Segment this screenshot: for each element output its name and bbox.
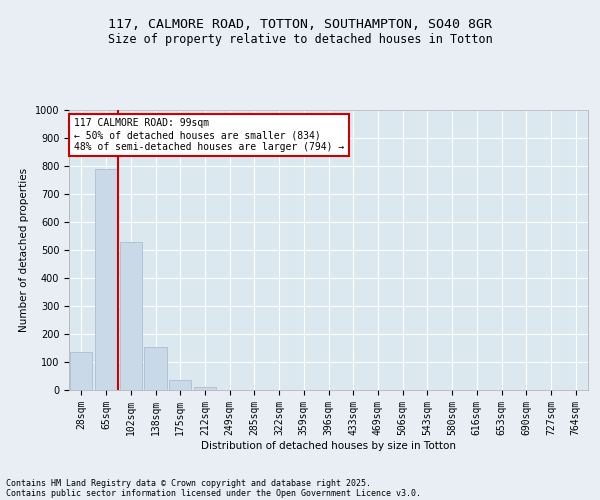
Text: Contains public sector information licensed under the Open Government Licence v3: Contains public sector information licen… <box>6 488 421 498</box>
Bar <box>119 242 142 390</box>
Text: Size of property relative to detached houses in Totton: Size of property relative to detached ho… <box>107 32 493 46</box>
X-axis label: Distribution of detached houses by size in Totton: Distribution of detached houses by size … <box>201 440 456 450</box>
Text: Contains HM Land Registry data © Crown copyright and database right 2025.: Contains HM Land Registry data © Crown c… <box>6 478 371 488</box>
Bar <box>145 346 167 390</box>
Bar <box>70 352 92 390</box>
Bar <box>95 169 117 390</box>
Bar <box>194 387 216 390</box>
Text: 117 CALMORE ROAD: 99sqm
← 50% of detached houses are smaller (834)
48% of semi-d: 117 CALMORE ROAD: 99sqm ← 50% of detache… <box>74 118 344 152</box>
Bar <box>169 380 191 390</box>
Text: 117, CALMORE ROAD, TOTTON, SOUTHAMPTON, SO40 8GR: 117, CALMORE ROAD, TOTTON, SOUTHAMPTON, … <box>108 18 492 30</box>
Y-axis label: Number of detached properties: Number of detached properties <box>19 168 29 332</box>
